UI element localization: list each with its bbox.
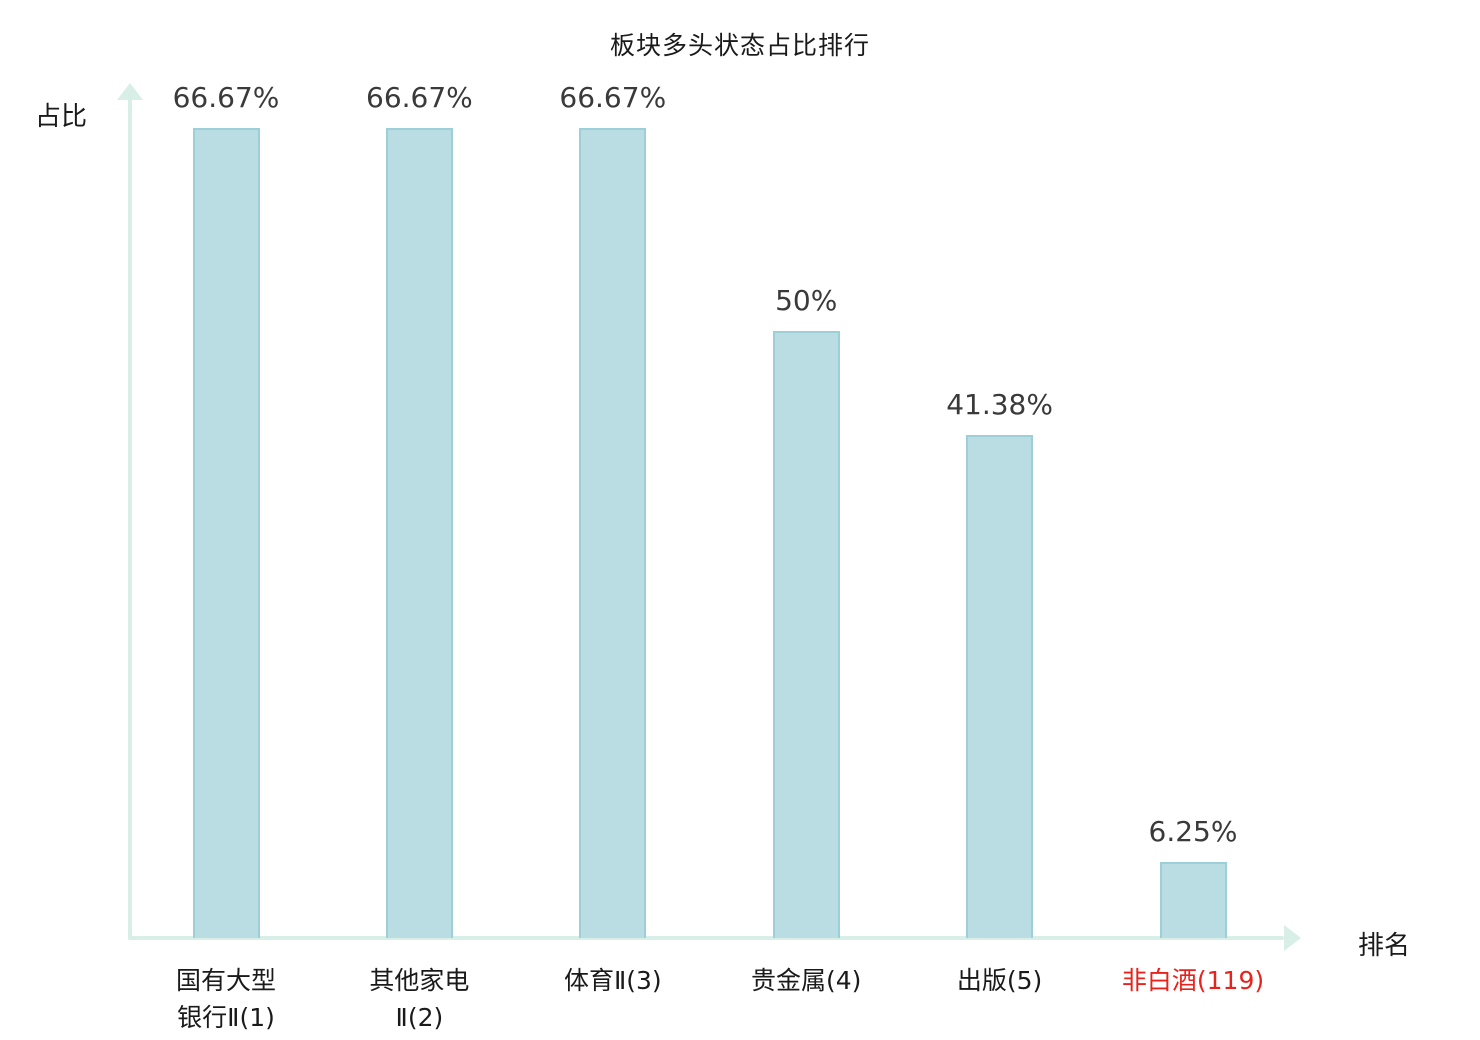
- y-axis-label: 占比: [35, 102, 88, 132]
- bar-value-label-3: 66.67%: [559, 81, 667, 114]
- x-axis-arrow-icon: [1284, 925, 1301, 951]
- bar-value-label-1: 66.67%: [172, 81, 280, 114]
- category-label-2: 其他家电 Ⅱ(2): [369, 966, 470, 1032]
- bar-5: [966, 435, 1034, 938]
- chart-title: 板块多头状态占比排行: [609, 31, 870, 60]
- bar-value-label-5: 41.38%: [946, 388, 1053, 422]
- y-axis-line: [128, 98, 132, 940]
- bar-value-label-4: 50%: [775, 283, 838, 317]
- category-label-5: 出版(5): [956, 966, 1043, 995]
- y-axis-arrow-icon: [117, 83, 143, 100]
- bar-6: [1159, 862, 1227, 938]
- category-label-3: 体育Ⅱ(3): [563, 966, 662, 995]
- category-label-6: 非白酒(119): [1121, 966, 1265, 995]
- category-label-1: 国有大型 银行Ⅱ(1): [175, 966, 276, 1032]
- bar-2: [385, 128, 453, 938]
- x-axis-line: [128, 936, 1284, 940]
- bar-1: [192, 128, 260, 938]
- bar-value-label-6: 6.25%: [1148, 815, 1238, 849]
- bar-4: [772, 330, 840, 938]
- bar-value-label-2: 66.67%: [366, 81, 473, 114]
- x-axis-label: 排名: [1358, 931, 1411, 961]
- category-label-4: 贵金属(4): [750, 966, 862, 995]
- bar-3: [579, 128, 647, 938]
